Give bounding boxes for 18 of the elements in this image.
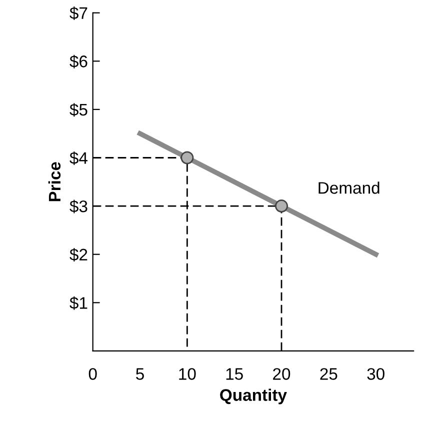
x-tick-label: 25 [320, 368, 338, 380]
x-tick-label: 5 [136, 368, 144, 380]
y-tick-label: $5 [70, 103, 88, 117]
y-tick-label: $7 [70, 6, 88, 20]
y-tick-label: $3 [70, 200, 88, 214]
x-tick-label: 0 [88, 368, 97, 380]
x-tick-label: 15 [226, 368, 243, 380]
annotation: Demand [318, 182, 380, 194]
y-tick-label: $2 [70, 248, 88, 262]
y-tick-label: $4 [70, 151, 88, 165]
line-series [138, 131, 378, 257]
x-tick-label: 10 [179, 368, 196, 380]
y-axis-title: Price [48, 162, 61, 202]
x-tick-label: 30 [367, 368, 384, 380]
y-tick-label: $6 [70, 54, 88, 68]
y-tick-label: $1 [70, 296, 88, 310]
x-tick-label: 20 [273, 368, 290, 380]
x-axis-title: Quantity [220, 388, 287, 404]
